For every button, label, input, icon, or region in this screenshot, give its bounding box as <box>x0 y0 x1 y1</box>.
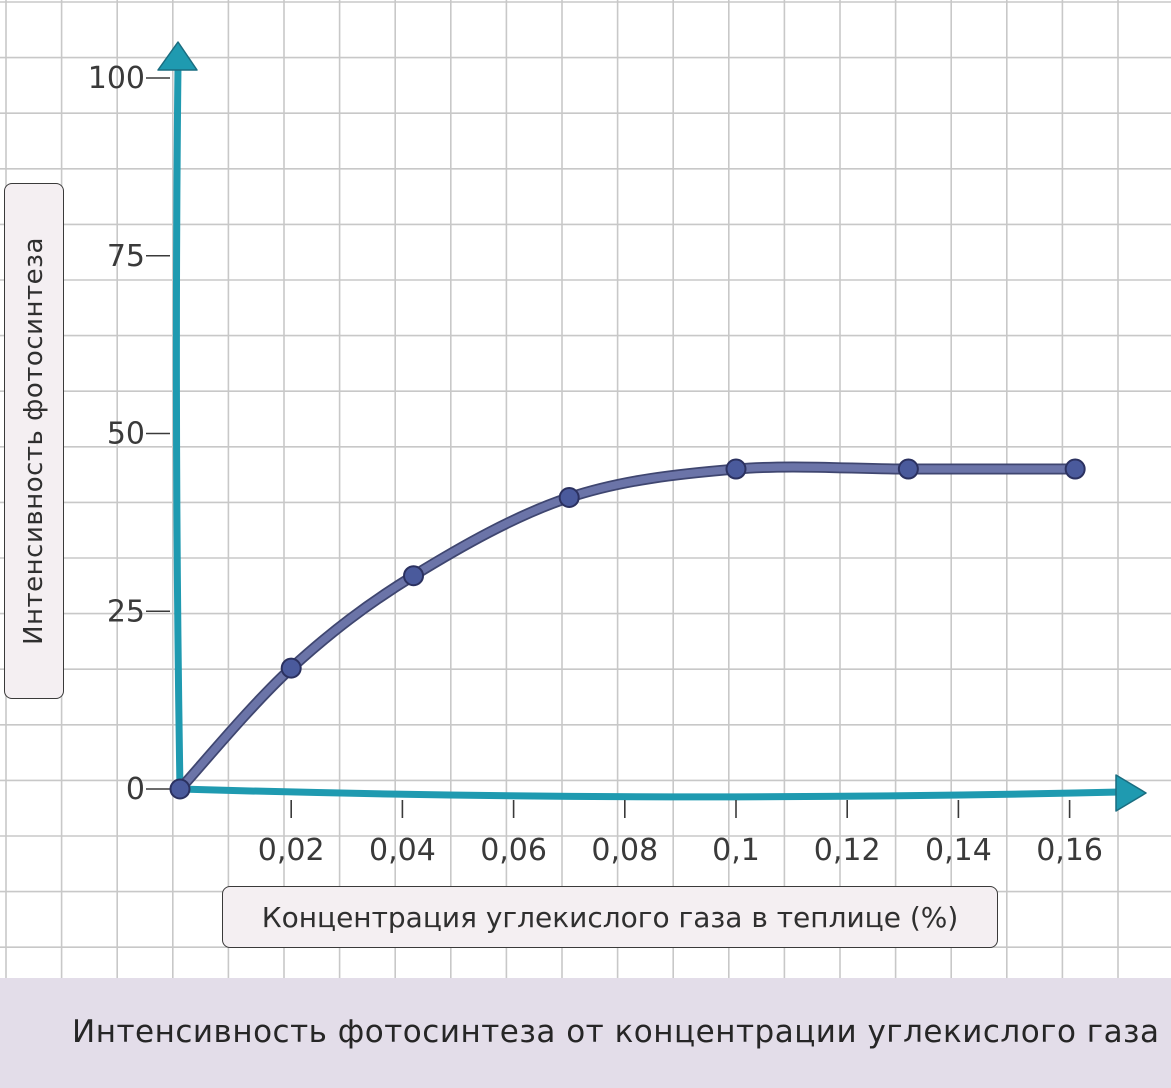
y-tick-label: 50 <box>107 417 145 452</box>
series-line <box>176 463 1079 793</box>
x-axis-label-box: Концентрация углекислого газа в теплице … <box>222 886 998 948</box>
series <box>169 458 1086 800</box>
series-line-outline <box>174 461 1081 795</box>
chart-area: 0 25 50 75 100 0,02 0,04 0,06 0,08 0,1 0,12 0,14 0,1… <box>0 0 1171 978</box>
data-point <box>725 458 747 480</box>
y-axis-arrowhead <box>157 41 198 71</box>
x-tick-label: 0,04 <box>369 833 436 868</box>
ticks: 0 25 50 75 100 0,02 0,04 0,06 0,08 0,1 0,12 0,14 0,1… <box>88 61 1103 868</box>
x-axis-label: Концентрация углекислого газа в теплице … <box>261 900 959 934</box>
x-tick-label: 0,08 <box>591 833 658 868</box>
y-tick-label: 25 <box>107 594 145 629</box>
x-axis <box>176 785 1124 801</box>
data-point <box>280 657 302 679</box>
x-tick-label: 0,1 <box>712 833 760 868</box>
y-tick-label: 0 <box>126 772 145 807</box>
x-tick-label: 0,12 <box>814 833 881 868</box>
data-point <box>1064 458 1086 480</box>
x-axis-arrowhead <box>1115 774 1147 812</box>
y-axis-label: Интенсивность фотосинтеза <box>19 237 50 645</box>
caption-text: Интенсивность фотосинтеза от концентраци… <box>72 1014 1160 1050</box>
x-tick-label: 0,14 <box>925 833 992 868</box>
x-tick-label: 0,06 <box>480 833 547 868</box>
y-tick-label: 75 <box>107 239 145 274</box>
y-axis <box>172 62 184 793</box>
x-tick-label: 0,02 <box>258 833 325 868</box>
data-point <box>897 458 919 480</box>
y-axis-label-box: Интенсивность фотосинтеза <box>4 183 64 699</box>
caption-bar: Интенсивность фотосинтеза от концентраци… <box>0 978 1171 1088</box>
x-tick-label: 0,16 <box>1036 833 1103 868</box>
chart-svg: 0 25 50 75 100 0,02 0,04 0,06 0,08 0,1 0,12 0,14 0,1… <box>0 0 1171 978</box>
y-tick-label: 100 <box>88 61 145 96</box>
data-point <box>169 778 191 800</box>
data-point <box>558 486 580 508</box>
data-point <box>403 565 425 587</box>
axes <box>157 41 1147 812</box>
